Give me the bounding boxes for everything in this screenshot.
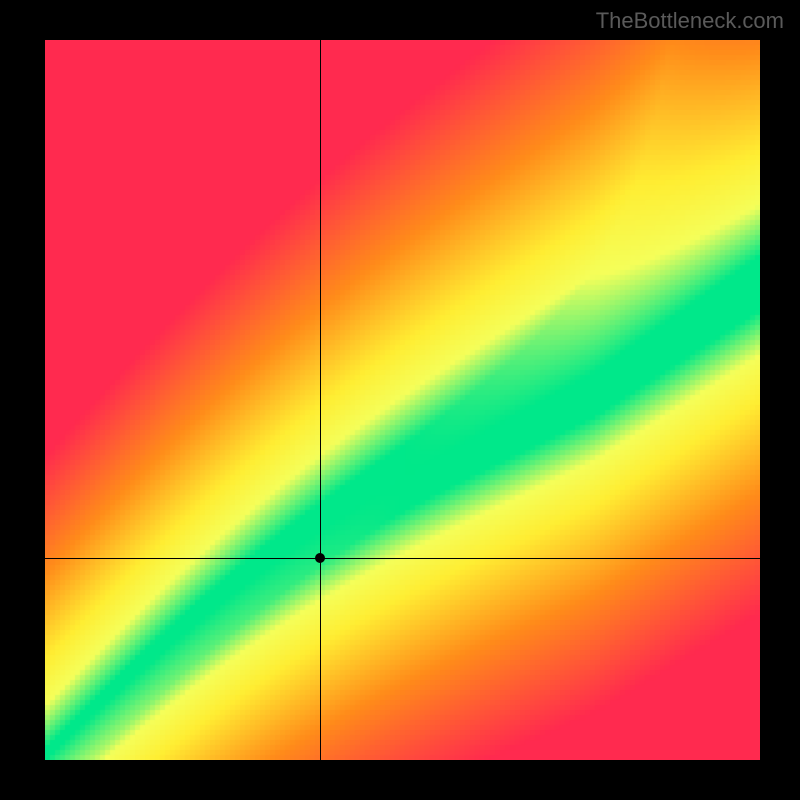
heatmap-canvas [45, 40, 760, 760]
crosshair-vertical [320, 40, 321, 760]
crosshair-horizontal [45, 558, 760, 559]
chart-container: TheBottleneck.com [0, 0, 800, 800]
plot-area [45, 40, 760, 760]
marker-dot [315, 553, 325, 563]
watermark-text: TheBottleneck.com [596, 8, 784, 34]
